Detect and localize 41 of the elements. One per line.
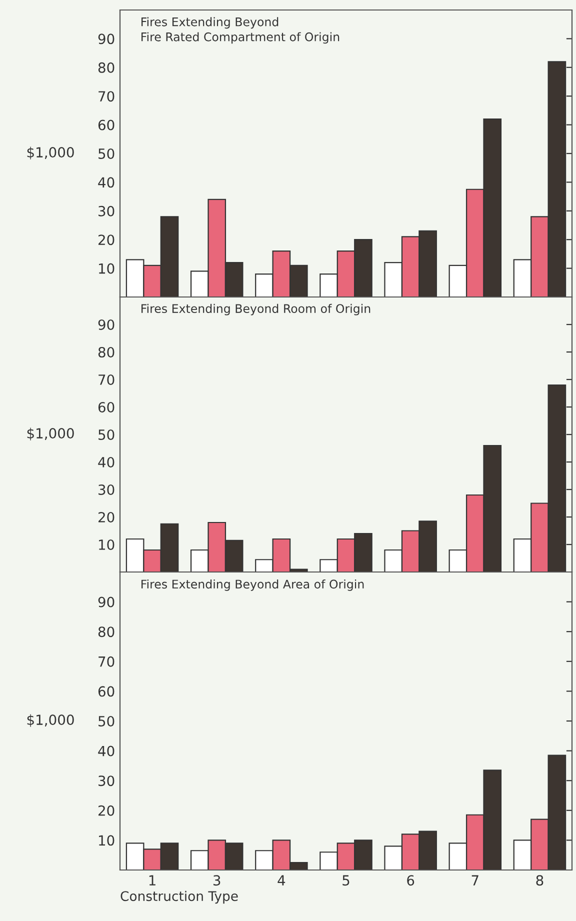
y-tick-label: 20 xyxy=(98,805,114,816)
y-tick-label: 40 xyxy=(98,177,114,188)
y-tick-label: 10 xyxy=(98,835,114,846)
text: Fires Extending Beyond Room of Origin xyxy=(142,304,370,316)
y-tick-label: 40 xyxy=(98,456,114,468)
y-tick-label: 50 xyxy=(98,148,114,159)
y-tick-label: 90 xyxy=(98,596,114,608)
x-axis-title: Construction Type xyxy=(120,890,238,904)
y-tick-label: 30 xyxy=(98,206,114,216)
y-axis-title: $1,000 xyxy=(27,146,74,160)
y-tick-label: 50 xyxy=(98,429,114,440)
x-tick-label: 3 xyxy=(214,875,220,886)
y-tick-label: 30 xyxy=(98,484,114,495)
x-tick-label: 1 xyxy=(149,875,156,886)
y-tick-label: 20 xyxy=(98,234,114,246)
x-tick-label: 5 xyxy=(342,875,350,886)
y-tick-label: 40 xyxy=(98,746,114,756)
y-tick-label: 70 xyxy=(98,656,114,667)
y-tick-label: 60 xyxy=(98,686,114,697)
y-tick-label: 70 xyxy=(98,374,114,385)
x-tick-label: 4 xyxy=(278,875,286,886)
y-tick-label: 10 xyxy=(98,539,114,550)
y-tick-label: 80 xyxy=(98,346,114,358)
y-tick-label: 50 xyxy=(98,716,114,726)
text: Fires Extending Beyond Area of Origin xyxy=(142,579,364,591)
y-tick-label: 20 xyxy=(98,512,114,522)
y-tick-label: 10 xyxy=(98,263,114,274)
y-tick-label: 90 xyxy=(98,34,114,44)
text: Fires Extending Beyond Fire Rated Compartment of Origin xyxy=(142,17,340,44)
y-axis-title: $1,000 xyxy=(27,714,74,727)
y-tick-label: 60 xyxy=(98,402,114,412)
x-tick-label: 6 xyxy=(407,875,414,886)
y-tick-label: 60 xyxy=(98,120,114,130)
y-tick-label: 90 xyxy=(98,319,114,330)
y-tick-label: 80 xyxy=(98,626,114,638)
y-tick-label: 80 xyxy=(98,62,114,73)
x-tick-label: 7 xyxy=(472,875,478,886)
y-axis-title: $1,000 xyxy=(27,428,74,440)
y-tick-label: 30 xyxy=(98,776,114,786)
x-tick-label: 8 xyxy=(536,875,544,886)
y-tick-label: 70 xyxy=(98,91,114,102)
